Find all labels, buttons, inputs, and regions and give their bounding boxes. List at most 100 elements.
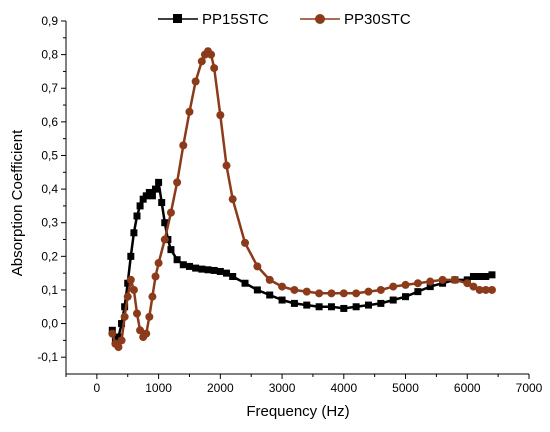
data-point-pp30stc — [191, 77, 200, 86]
data-point-pp30stc — [364, 287, 373, 296]
data-point-pp15stc — [148, 192, 156, 200]
data-point-pp15stc — [204, 266, 212, 274]
data-point-pp30stc — [469, 282, 478, 291]
data-point-pp15stc — [377, 299, 385, 307]
y-tick-label: 0,2 — [41, 249, 58, 263]
data-point-pp30stc — [132, 309, 141, 318]
x-tick-label: 6000 — [454, 381, 481, 395]
data-point-pp15stc — [469, 273, 477, 281]
data-point-pp30stc — [148, 292, 157, 301]
x-tick-label: 4000 — [330, 381, 357, 395]
data-point-pp15stc — [133, 212, 141, 220]
data-point-pp30stc — [352, 289, 361, 298]
legend-label-pp15stc: PP15STC — [202, 11, 269, 28]
data-point-pp15stc — [315, 303, 323, 311]
data-point-pp30stc — [136, 326, 145, 335]
y-tick-label: 0,1 — [41, 283, 58, 297]
data-point-pp30stc — [463, 279, 472, 288]
y-tick-label: 0,9 — [41, 14, 58, 28]
data-point-pp15stc — [114, 333, 122, 341]
data-point-pp30stc — [145, 312, 154, 321]
data-point-pp15stc — [210, 266, 218, 274]
data-point-pp30stc — [154, 259, 163, 268]
x-tick-label: 0 — [94, 381, 101, 395]
data-point-pp15stc — [155, 178, 163, 186]
data-point-pp30stc — [438, 275, 447, 284]
data-point-pp30stc — [120, 312, 129, 321]
y-tick-label: 0,4 — [41, 182, 58, 196]
data-point-pp30stc — [253, 262, 262, 271]
data-point-pp15stc — [488, 271, 496, 279]
data-point-pp15stc — [364, 301, 372, 309]
data-point-pp15stc — [185, 262, 193, 270]
data-point-pp15stc — [158, 199, 166, 207]
y-axis-title: Absorption Coefficient — [9, 129, 26, 276]
data-point-pp15stc — [173, 256, 181, 264]
data-point-pp30stc — [123, 292, 132, 301]
data-point-pp30stc — [179, 141, 188, 150]
data-point-pp15stc — [121, 303, 129, 311]
data-point-pp30stc — [241, 238, 250, 247]
data-point-pp30stc — [129, 285, 138, 294]
data-point-pp30stc — [166, 208, 175, 217]
y-tick-label: 0,5 — [41, 148, 58, 162]
series-line-pp30stc — [111, 50, 492, 349]
legend-label-pp30stc: PP30STC — [344, 11, 411, 28]
data-point-pp15stc — [303, 301, 311, 309]
data-point-pp30stc — [278, 282, 287, 291]
data-point-pp30stc — [327, 289, 336, 298]
data-point-pp30stc — [126, 275, 135, 284]
data-point-pp30stc — [173, 178, 182, 187]
data-point-pp30stc — [160, 235, 169, 244]
x-tick-label: 7000 — [516, 381, 543, 395]
data-point-pp30stc — [290, 285, 299, 294]
data-point-pp30stc — [265, 275, 274, 284]
data-point-pp30stc — [401, 280, 410, 289]
data-point-pp30stc — [228, 195, 237, 204]
y-tick-label: -0,1 — [37, 350, 58, 364]
data-point-pp30stc — [114, 343, 123, 352]
data-point-pp15stc — [216, 267, 224, 275]
data-point-pp15stc — [389, 296, 397, 304]
data-point-pp30stc — [339, 289, 348, 298]
data-point-pp30stc — [389, 282, 398, 291]
data-point-pp15stc — [352, 303, 360, 311]
data-point-pp15stc — [179, 261, 187, 269]
data-point-pp15stc — [290, 299, 298, 307]
data-point-pp15stc — [161, 219, 169, 227]
x-axis-title: Frequency (Hz) — [246, 403, 349, 420]
data-point-pp30stc — [207, 50, 216, 59]
data-point-pp15stc — [198, 265, 206, 273]
data-point-pp15stc — [414, 288, 422, 296]
plot-area: 0 1000 2000 3000 4000 5000 6000 7000 -0,1 0,0 0,1 0… — [37, 14, 542, 395]
data-point-pp15stc — [127, 252, 135, 260]
data-point-pp30stc — [413, 279, 422, 288]
y-tick-label: 0,6 — [41, 115, 58, 129]
y-tick-label: 0,3 — [41, 216, 58, 230]
data-point-pp30stc — [216, 111, 225, 120]
data-point-pp15stc — [340, 304, 348, 312]
data-point-pp15stc — [253, 286, 261, 294]
data-point-pp30stc — [450, 275, 459, 284]
data-point-pp15stc — [152, 185, 160, 193]
data-point-pp30stc — [210, 64, 219, 73]
x-tick-label: 2000 — [207, 381, 234, 395]
data-point-pp15stc — [241, 279, 249, 287]
x-tick-label: 1000 — [145, 381, 172, 395]
y-tick-label: 0,7 — [41, 81, 58, 95]
x-tick-label: 3000 — [269, 381, 296, 395]
data-point-pp30stc — [185, 107, 194, 116]
data-point-pp15stc — [266, 291, 274, 299]
data-point-pp30stc — [117, 336, 126, 345]
legend-marker-pp30stc — [315, 14, 325, 24]
data-point-pp30stc — [142, 329, 151, 338]
data-point-pp15stc — [476, 273, 484, 281]
data-point-pp15stc — [192, 264, 200, 272]
data-point-pp30stc — [481, 285, 490, 294]
data-point-pp30stc — [197, 57, 206, 66]
data-point-pp15stc — [278, 296, 286, 304]
data-point-pp15stc — [118, 320, 126, 328]
data-point-pp30stc — [302, 287, 311, 296]
series-line-pp15stc — [111, 181, 493, 342]
data-point-pp30stc — [151, 272, 160, 281]
